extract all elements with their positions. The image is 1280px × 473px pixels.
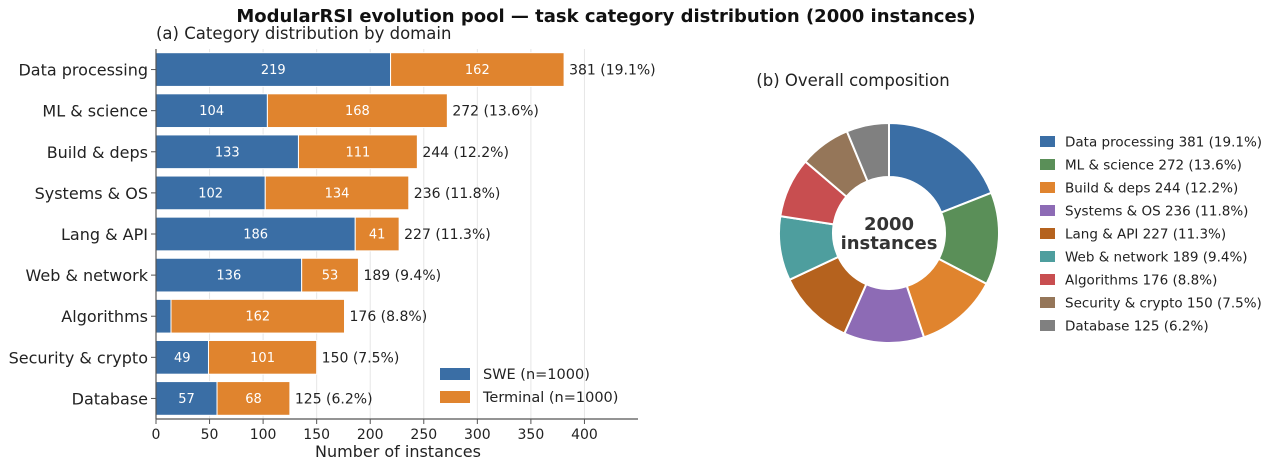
bar-segment-label: 57 [178,392,195,407]
legend-label: Terminal (n=1000) [482,390,618,406]
x-tick-label: 100 [250,427,277,443]
legend-swatch [1040,320,1055,331]
bar-segment-label: 134 [325,186,350,201]
y-tick-label: Data processing [18,61,148,80]
bar-segment-label: 162 [245,310,270,325]
bar-segment-label: 49 [174,351,191,366]
bar-total-label: 189 (9.4%) [363,268,441,284]
bar-chart-legend: SWE (n=1000) Terminal (n=1000) [440,367,618,406]
bar-total-label: 244 (12.2%) [422,145,509,161]
legend-swatch [1040,205,1055,216]
bar-segment [155,175,266,211]
y-tick-label: Web & network [25,266,148,285]
bar-segment [155,298,172,334]
legend-swatch [1040,136,1055,147]
y-tick-label: ML & science [42,102,148,121]
legend-swatch [1040,228,1055,239]
donut-slice [845,121,890,183]
x-tick-label: 0 [152,427,161,443]
x-tick-label: 400 [571,427,598,443]
bar-total-label: 227 (11.3%) [404,227,491,243]
bar-segment [207,339,318,375]
donut-chart-marks [778,121,1000,344]
bar-segment-label: 102 [198,186,223,201]
legend-label: Lang & API 227 (11.3%) [1065,227,1226,243]
bar-segment [155,216,356,252]
legend-label: Build & deps 244 (12.2%) [1065,181,1238,197]
x-tick-label: 50 [201,427,219,443]
bar-segment-label: 168 [345,104,370,119]
legend-swatch [440,368,470,380]
legend-label: Security & crypto 150 (7.5%) [1065,296,1262,312]
bar-segment [216,381,291,416]
y-tick-label: Build & deps [47,143,148,162]
bar-segment-label: 111 [345,145,370,160]
legend-swatch [1040,182,1055,193]
x-tick-label: 150 [303,427,330,443]
bar-segment [354,216,400,252]
legend-label: Data processing 381 (19.1%) [1065,135,1262,151]
legend-label: SWE (n=1000) [483,367,590,383]
bar-segment-label: 41 [369,228,386,243]
bar-segment [264,175,410,211]
bar-total-label: 176 (8.8%) [350,309,428,325]
bar-segment-label: 53 [322,269,339,284]
x-tick-label: 250 [410,427,437,443]
bar-segment-label: 186 [243,228,268,243]
bar-segment-label: 162 [465,63,490,78]
y-tick-label: Lang & API [61,225,148,244]
x-axis-label: Number of instances [315,442,481,461]
y-tick-label: Algorithms [61,307,148,326]
bar-segment-label: 219 [261,63,286,78]
bar-segment [170,298,346,334]
legend-swatch [440,391,470,403]
bar-total-label: 236 (11.8%) [414,186,501,202]
legend-swatch [1040,159,1055,170]
legend-label: Algorithms 176 (8.8%) [1065,273,1217,289]
bar-segment [155,134,299,170]
x-tick-label: 300 [464,427,491,443]
bar-chart-panel: (a) Category distribution by domain 219 1… [9,24,656,461]
x-tick-label: 350 [518,427,545,443]
donut-slice [888,121,993,214]
legend-swatch [1040,297,1055,308]
bar-segment [390,52,565,87]
y-tick-label: Database [72,389,148,408]
bar-segment [297,134,418,170]
donut-chart-title: (b) Overall composition [756,71,949,90]
legend-label: Web & network 189 (9.4%) [1065,250,1248,266]
donut-chart-panel: (b) Overall composition 2000 instances D… [756,71,1262,344]
legend-label: ML & science 272 (13.6%) [1065,158,1242,174]
bar-segment-label: 104 [199,104,224,119]
bar-segment [266,93,448,129]
bar-segment-label: 68 [245,392,262,407]
bar-chart-y-axis: Data processing ML & science Build & deps S… [9,49,157,419]
bar-chart-marks: 219 162 381 (19.1%) 104 168 272 (13.6%) 133 111… [155,52,656,416]
bar-segment-label: 133 [215,145,240,160]
bar-chart-title: (a) Category distribution by domain [156,24,451,43]
legend-label: Database 125 (6.2%) [1065,319,1209,335]
figure-title: ModularRSI evolution pool — task categor… [236,6,975,27]
bar-segment-label: 101 [250,351,275,366]
bar-total-label: 150 (7.5%) [322,350,400,366]
bar-total-label: 125 (6.2%) [295,391,373,407]
donut-center-count: 2000 [864,214,914,235]
bar-segment-label: 136 [216,269,241,284]
y-tick-label: Security & crypto [9,348,148,367]
bar-chart-x-axis: 0 50 100 150 200 250 300 350 400 [152,418,638,443]
legend-swatch [1040,251,1055,262]
x-tick-label: 200 [357,427,384,443]
legend-label: Systems & OS 236 (11.8%) [1065,204,1248,220]
legend-swatch [1040,274,1055,285]
donut-chart-legend: Data processing 381 (19.1%) ML & science … [1040,135,1262,335]
donut-center-unit: instances [841,233,938,254]
bar-total-label: 272 (13.6%) [452,104,539,120]
bar-total-label: 381 (19.1%) [569,63,656,79]
y-tick-label: Systems & OS [35,184,148,203]
bar-segment [301,257,359,293]
